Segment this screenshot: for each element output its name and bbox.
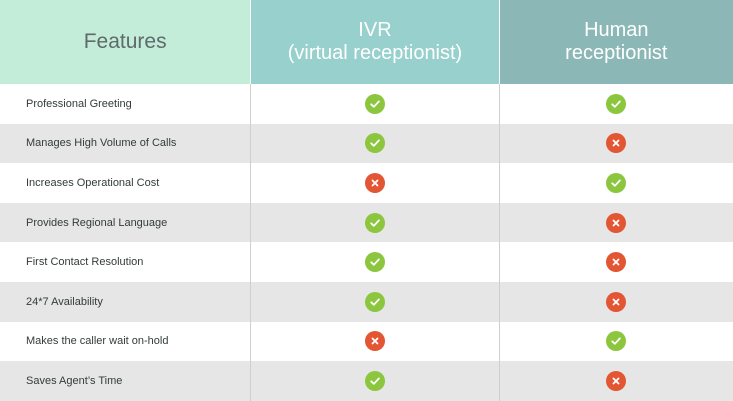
ivr-header: IVR (virtual receptionist)	[250, 0, 499, 84]
ivr-cell	[250, 123, 498, 164]
feature-label: 24*7 Availability	[26, 295, 103, 308]
cross-icon	[606, 212, 627, 233]
table-body: Professional Greeting Manages High Volume…	[0, 84, 733, 401]
cross-icon	[606, 370, 627, 391]
features-header-label: Features	[83, 30, 167, 53]
ivr-header-title: IVR	[358, 19, 392, 41]
ivr-header-subtitle: (virtual receptionist)	[287, 42, 463, 64]
check-icon	[365, 291, 385, 312]
human-cell	[498, 163, 733, 203]
cross-icon	[606, 291, 627, 312]
ivr-cell	[250, 281, 498, 322]
check-icon	[606, 93, 627, 114]
ivr-cell	[250, 361, 498, 401]
table-row: 24*7 Availability	[0, 281, 733, 322]
check-icon	[365, 252, 385, 273]
feature-label: Makes the caller wait on-hold	[26, 335, 169, 348]
check-icon	[606, 331, 627, 352]
cross-icon	[365, 172, 385, 193]
human-cell	[498, 321, 733, 362]
table-row: Provides Regional Language	[0, 202, 733, 243]
ivr-cell	[250, 163, 498, 203]
check-icon	[365, 212, 385, 233]
human-header-line2: receptionist	[565, 42, 668, 64]
table-row: Manages High Volume of Calls	[0, 123, 733, 164]
feature-label: Provides Regional Language	[26, 216, 168, 229]
human-header-line1: Human	[584, 19, 649, 41]
ivr-cell	[250, 321, 498, 362]
table-row: Saves Agent’s Time	[0, 361, 733, 401]
feature-label: Professional Greeting	[26, 97, 132, 110]
check-icon	[365, 370, 385, 391]
table-row: First Contact Resolution	[0, 242, 733, 282]
human-cell	[498, 202, 733, 243]
ivr-cell	[250, 84, 498, 124]
human-cell	[498, 123, 733, 164]
ivr-cell	[250, 242, 498, 282]
check-icon	[365, 93, 385, 114]
table-row: Professional Greeting	[0, 84, 733, 124]
cross-icon	[606, 252, 627, 273]
feature-label: Increases Operational Cost	[26, 176, 160, 189]
table-row: Makes the caller wait on-hold	[0, 321, 733, 362]
feature-label: First Contact Resolution	[26, 256, 144, 269]
features-header: Features	[0, 0, 251, 84]
table-row: Increases Operational Cost	[0, 163, 733, 203]
feature-label: Saves Agent’s Time	[26, 374, 123, 387]
check-icon	[365, 133, 385, 154]
cross-icon	[606, 133, 627, 154]
human-cell	[498, 84, 733, 124]
human-cell	[498, 361, 733, 401]
ivr-cell	[250, 202, 498, 243]
cross-icon	[365, 331, 385, 352]
human-header: Human receptionist	[498, 0, 733, 84]
check-icon	[606, 172, 627, 193]
table-header: Features IVR (virtual receptionist) Huma…	[0, 0, 733, 84]
human-cell	[498, 242, 733, 282]
human-cell	[498, 281, 733, 322]
feature-label: Manages High Volume of Calls	[26, 137, 177, 150]
